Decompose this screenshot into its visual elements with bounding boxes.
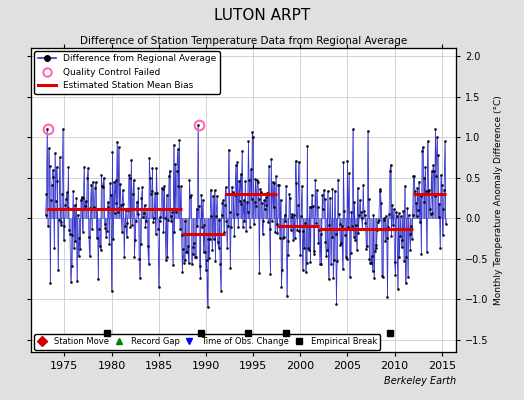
Text: LUTON ARPT: LUTON ARPT	[214, 8, 310, 23]
Text: Berkeley Earth: Berkeley Earth	[384, 376, 456, 386]
Title: Difference of Station Temperature Data from Regional Average: Difference of Station Temperature Data f…	[80, 36, 407, 46]
Y-axis label: Monthly Temperature Anomaly Difference (°C): Monthly Temperature Anomaly Difference (…	[494, 95, 503, 305]
Legend: Station Move, Record Gap, Time of Obs. Change, Empirical Break: Station Move, Record Gap, Time of Obs. C…	[34, 334, 380, 350]
